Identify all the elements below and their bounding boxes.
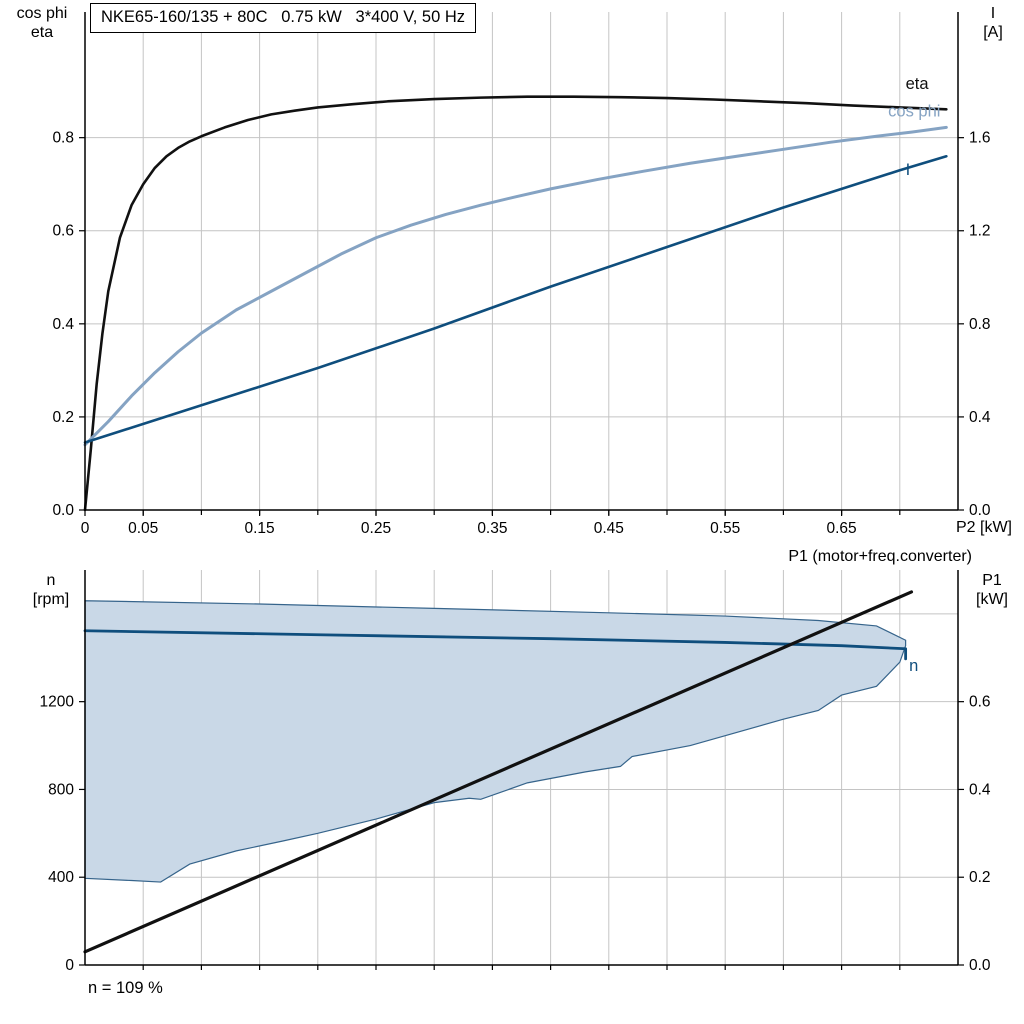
svg-text:0.25: 0.25 bbox=[361, 520, 391, 537]
svg-text:0.4: 0.4 bbox=[969, 781, 991, 798]
svg-text:0.8: 0.8 bbox=[969, 316, 991, 333]
svg-text:n: n bbox=[909, 657, 918, 675]
svg-text:400: 400 bbox=[48, 869, 74, 886]
svg-text:0.2: 0.2 bbox=[969, 869, 991, 886]
chart-title-box: NKE65-160/135 + 80C 0.75 kW 3*400 V, 50 … bbox=[90, 3, 476, 33]
svg-text:0.0: 0.0 bbox=[969, 502, 991, 519]
x-axis-title-top-chart: P2 [kW] bbox=[955, 519, 1012, 536]
svg-text:0.6: 0.6 bbox=[52, 223, 74, 240]
left-axis-title-bottom-chart: n [rpm] bbox=[18, 571, 84, 609]
svg-text:0.4: 0.4 bbox=[52, 316, 74, 333]
right-axis-title-line2: [A] bbox=[983, 24, 1003, 41]
left-axis-title-line2: eta bbox=[30, 24, 54, 41]
svg-text:1200: 1200 bbox=[40, 694, 75, 711]
right-axis-title-line1: I bbox=[990, 5, 996, 22]
p1-axis-title-line2: [kW] bbox=[976, 591, 1008, 608]
p1-curve-annotation: P1 (motor+freq.converter) bbox=[788, 548, 972, 565]
svg-text:0.6: 0.6 bbox=[969, 694, 991, 711]
upper-performance-chart: eta cos phi I 0 0.05 0.15 0.25 0.35 0.45 0.55 0.65… bbox=[52, 12, 991, 537]
left-axis-title-top-chart: cos phi eta bbox=[0, 4, 84, 42]
p1-axis-title-line1: P1 bbox=[982, 572, 1002, 589]
svg-text:1.2: 1.2 bbox=[969, 223, 991, 240]
svg-text:eta: eta bbox=[906, 75, 930, 93]
svg-text:0.15: 0.15 bbox=[245, 520, 275, 537]
svg-text:cos phi: cos phi bbox=[888, 103, 940, 121]
right-axis-title-top-chart: I [A] bbox=[962, 4, 1024, 42]
svg-text:0.35: 0.35 bbox=[477, 520, 507, 537]
lower-performance-chart: n 0 400 800 1200 0.0 0.2 0.4 0.6 bbox=[40, 570, 991, 974]
svg-text:0.4: 0.4 bbox=[969, 409, 991, 426]
svg-text:800: 800 bbox=[48, 781, 74, 798]
svg-text:I: I bbox=[906, 161, 911, 179]
svg-text:0.65: 0.65 bbox=[827, 520, 857, 537]
left-axis-title-line1: cos phi bbox=[16, 5, 68, 22]
svg-text:1.6: 1.6 bbox=[969, 130, 991, 147]
svg-text:0.45: 0.45 bbox=[594, 520, 624, 537]
speed-percentage-note: n = 109 % bbox=[88, 979, 163, 997]
svg-text:0.55: 0.55 bbox=[710, 520, 740, 537]
svg-text:0.0: 0.0 bbox=[52, 502, 74, 519]
svg-text:0.05: 0.05 bbox=[128, 520, 158, 537]
n-axis-title-line2: [rpm] bbox=[32, 591, 70, 608]
n-axis-title-line1: n bbox=[46, 572, 56, 589]
svg-text:0.2: 0.2 bbox=[52, 409, 74, 426]
right-axis-title-bottom-chart: P1 [kW] bbox=[960, 571, 1024, 609]
svg-text:0.0: 0.0 bbox=[969, 957, 991, 974]
svg-text:0: 0 bbox=[65, 957, 74, 974]
svg-text:0.8: 0.8 bbox=[52, 130, 74, 147]
svg-text:0: 0 bbox=[81, 520, 90, 537]
